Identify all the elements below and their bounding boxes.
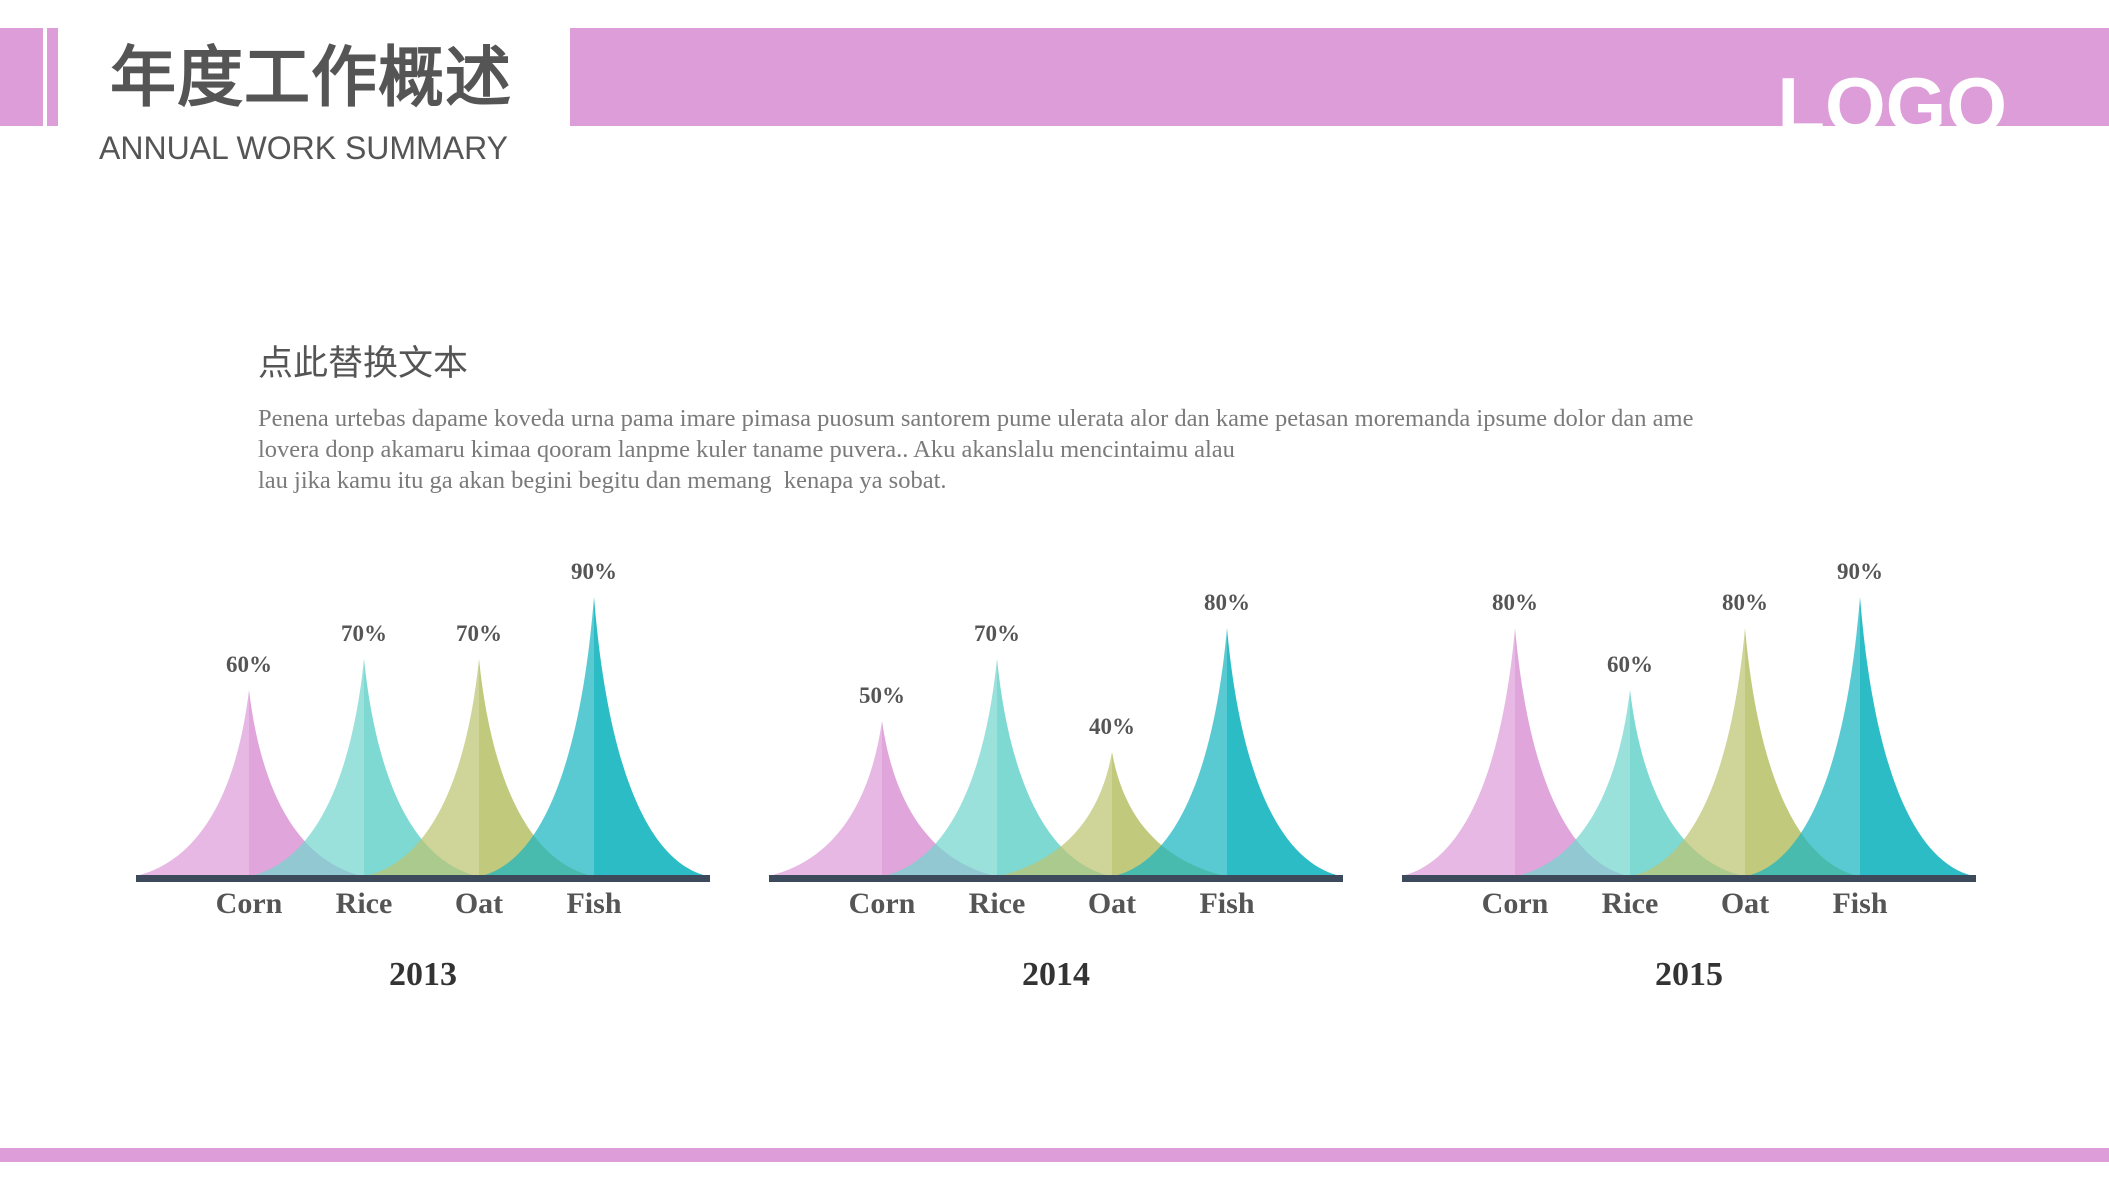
page-subtitle: ANNUAL WORK SUMMARY	[99, 130, 508, 166]
peak-corn-right	[882, 721, 995, 876]
chart-panel: 60% Corn 70% Rice 70% Oat 90% Fish 2013	[136, 559, 710, 993]
data-label: 60%	[1607, 652, 1653, 677]
peak-corn-left	[769, 721, 882, 876]
data-label: 60%	[226, 652, 272, 677]
peak-rice-right	[997, 659, 1110, 876]
body-line: Penena urtebas dapame koveda urna pama i…	[258, 405, 1694, 432]
peak-oat-left	[999, 752, 1112, 876]
peak-oat-right	[479, 659, 592, 876]
body-paragraph: Penena urtebas dapame koveda urna pama i…	[258, 403, 1878, 496]
data-label: 90%	[571, 559, 617, 584]
data-label: 70%	[341, 621, 387, 646]
category-label: Rice	[1602, 887, 1659, 920]
chart-panel: 50% Corn 70% Rice 40% Oat 80% Fish 2014	[769, 590, 1343, 993]
category-label: Corn	[849, 887, 916, 920]
peak-oat-right	[1112, 752, 1225, 876]
category-label: Fish	[1199, 887, 1254, 920]
peak-fish-left	[1747, 597, 1860, 876]
header-band: LOGO	[570, 28, 2109, 148]
category-label: Rice	[969, 887, 1026, 920]
category-label: Oat	[1088, 887, 1136, 920]
chart-year-title: 2014	[1022, 956, 1090, 993]
category-label: Fish	[1832, 887, 1887, 920]
body-line: lovera donp akamaru kimaa qooram lanpme …	[258, 436, 1235, 463]
page-title: 年度工作概述	[110, 39, 512, 116]
peak-fish-right	[1860, 597, 1973, 876]
peak-oat-left	[1632, 628, 1745, 876]
peak-rice-right	[1630, 690, 1743, 876]
peak-fish-left	[1114, 628, 1227, 876]
peak-rice-left	[1517, 690, 1630, 876]
category-label: Corn	[216, 887, 283, 920]
category-label: Fish	[566, 887, 621, 920]
data-label: 70%	[456, 621, 502, 646]
x-axis-line	[1402, 875, 1976, 882]
category-label: Rice	[336, 887, 393, 920]
body-line: lau jika kamu itu ga akan begini begitu …	[258, 467, 947, 494]
data-label: 80%	[1722, 590, 1768, 615]
peak-corn-left	[1402, 628, 1515, 876]
peak-corn-right	[249, 690, 362, 876]
header-left-accent-stripe	[47, 28, 58, 126]
peak-corn-right	[1515, 628, 1628, 876]
chart-year-title: 2015	[1655, 956, 1723, 993]
peak-oat-left	[366, 659, 479, 876]
logo: LOGO	[1777, 61, 2007, 149]
peak-rice-left	[884, 659, 997, 876]
peak-fish-right	[594, 597, 707, 876]
category-label: Corn	[1482, 887, 1549, 920]
peak-fish-right	[1227, 628, 1340, 876]
chart-panel: 80% Corn 60% Rice 80% Oat 90% Fish 2015	[1402, 559, 1976, 993]
section-heading: 点此替换文本	[258, 344, 469, 384]
category-label: Oat	[455, 887, 503, 920]
data-label: 70%	[974, 621, 1020, 646]
data-label: 90%	[1837, 559, 1883, 584]
header-left-accent-block	[0, 28, 43, 126]
x-axis-line	[136, 875, 710, 882]
peak-fish-left	[481, 597, 594, 876]
category-label: Oat	[1721, 887, 1769, 920]
x-axis-line	[769, 875, 1343, 882]
data-label: 80%	[1492, 590, 1538, 615]
peak-rice-right	[364, 659, 477, 876]
footer-band	[0, 1148, 2109, 1162]
data-label: 50%	[859, 683, 905, 708]
data-label: 80%	[1204, 590, 1250, 615]
peak-rice-left	[251, 659, 364, 876]
chart-year-title: 2013	[389, 956, 457, 993]
peak-oat-right	[1745, 628, 1858, 876]
data-label: 40%	[1089, 714, 1135, 739]
peak-corn-left	[136, 690, 249, 876]
